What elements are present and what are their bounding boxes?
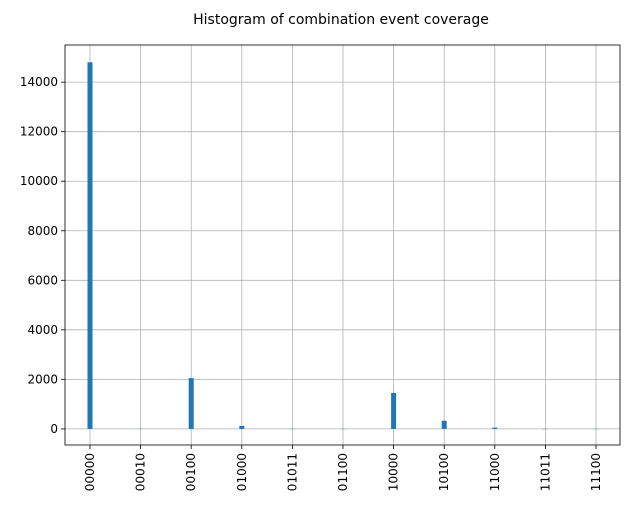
x-tick-label: 11100 — [589, 453, 603, 491]
y-tick-label: 14000 — [20, 75, 58, 89]
y-tick-label: 8000 — [27, 224, 58, 238]
x-tick-label: 11000 — [488, 453, 502, 491]
y-tick-label: 2000 — [27, 372, 58, 386]
x-tick-label: 00100 — [184, 453, 198, 491]
y-tick-label: 4000 — [27, 323, 58, 337]
bar-01000 — [239, 425, 245, 429]
x-tick-label: 01100 — [336, 453, 350, 491]
x-tick-label: 00000 — [83, 453, 97, 491]
bar-11000 — [492, 427, 498, 429]
bar-00100 — [188, 378, 194, 429]
bar-10100 — [441, 420, 447, 429]
grid-lines — [65, 45, 620, 445]
plot-frame — [64, 44, 621, 446]
axis-ticks: 00000 00010 00100 01000 01011 01100 10000 10100… — [20, 75, 603, 491]
x-tick-label: 01000 — [235, 453, 249, 491]
x-tick-label: 10100 — [437, 453, 451, 491]
x-tick-label: 00010 — [134, 453, 148, 491]
bar-00000 — [87, 62, 93, 429]
x-tick-label: 11011 — [538, 453, 552, 491]
y-tick-label: 12000 — [20, 125, 58, 139]
x-tick-label: 01011 — [285, 453, 299, 491]
bar-10000 — [391, 392, 397, 429]
chart-title: Histogram of combination event coverage — [193, 12, 489, 28]
y-tick-label: 6000 — [27, 273, 58, 287]
y-tick-label: 10000 — [20, 174, 58, 188]
bars — [87, 62, 599, 430]
x-tick-label: 10000 — [387, 453, 401, 491]
y-tick-label: 0 — [50, 422, 58, 436]
